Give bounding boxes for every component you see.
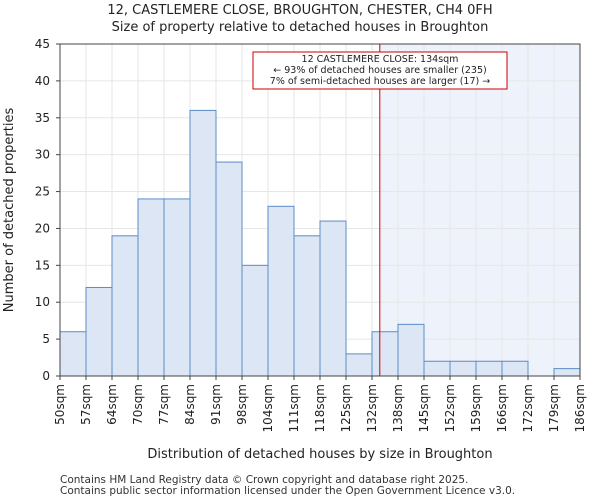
y-tick-label: 10 — [35, 295, 50, 309]
x-tick-label: 91sqm — [209, 384, 223, 425]
bar-84sqm — [189, 109, 217, 377]
annotation-line-3: 7% of semi-detached houses are larger (1… — [270, 76, 490, 87]
bar-111sqm — [293, 235, 321, 377]
y-tick-label: 30 — [35, 148, 50, 162]
bar-159sqm — [475, 360, 503, 377]
bar-70sqm — [137, 198, 165, 377]
y-tick-label: 5 — [42, 332, 50, 346]
highlight-region — [379, 44, 580, 376]
x-tick-label: 125sqm — [339, 384, 353, 432]
y-tick-label: 45 — [35, 37, 50, 51]
y-tick-label: 35 — [35, 111, 50, 125]
x-tick-label: 104sqm — [261, 384, 275, 432]
bar-118sqm — [319, 220, 347, 377]
bar-166sqm — [501, 360, 529, 377]
x-tick-label: 50sqm — [53, 384, 67, 425]
footer-line-2: Contains public sector information licen… — [60, 485, 516, 497]
x-tick-label: 70sqm — [131, 384, 145, 425]
x-axis-ticks: 50sqm 57sqm 64sqm 70sqm 77sqm 84sqm 91sqm 98sqm… — [53, 376, 587, 432]
y-tick-label: 20 — [35, 221, 50, 235]
y-axis-label: Number of detached properties — [2, 108, 17, 313]
x-tick-label: 57sqm — [79, 384, 93, 425]
bar-77sqm — [163, 198, 191, 377]
x-tick-label: 166sqm — [495, 384, 509, 432]
x-tick-label: 152sqm — [443, 384, 457, 432]
y-axis-ticks: 0 5 10 15 20 25 30 35 40 45 — [35, 37, 60, 383]
x-tick-label: 98sqm — [235, 384, 249, 425]
bar-145sqm — [423, 360, 451, 377]
annotation-line-1: 12 CASTLEMERE CLOSE: 134sqm — [302, 54, 459, 65]
x-tick-label: 138sqm — [391, 384, 405, 432]
x-tick-label: 77sqm — [157, 384, 171, 425]
bar-125sqm — [345, 353, 373, 377]
bar-104sqm — [267, 205, 295, 377]
bars — [59, 109, 581, 377]
y-tick-label: 15 — [35, 258, 50, 272]
annotation-box: 12 CASTLEMERE CLOSE: 134sqm ← 93% of det… — [252, 51, 508, 90]
chart-subtitle: Size of property relative to detached ho… — [111, 20, 489, 35]
x-tick-label: 111sqm — [287, 384, 301, 432]
bar-50sqm — [59, 331, 87, 377]
bar-91sqm — [215, 161, 243, 377]
x-tick-label: 172sqm — [521, 384, 535, 432]
y-tick-label: 40 — [35, 74, 50, 88]
x-tick-label: 145sqm — [417, 384, 431, 432]
x-tick-label: 159sqm — [469, 384, 483, 432]
x-tick-label: 118sqm — [313, 384, 327, 432]
annotation-line-2: ← 93% of detached houses are smaller (23… — [273, 65, 486, 76]
x-tick-label: 64sqm — [105, 384, 119, 425]
x-tick-label: 84sqm — [183, 384, 197, 425]
bar-132sqm — [371, 331, 399, 377]
y-tick-label: 0 — [42, 369, 50, 383]
x-tick-label: 132sqm — [365, 384, 379, 432]
annotation-border — [252, 51, 508, 90]
x-axis-label: Distribution of detached houses by size … — [147, 447, 492, 462]
x-tick-label: 179sqm — [547, 384, 561, 432]
bar-138sqm — [397, 323, 425, 377]
bar-64sqm — [111, 235, 139, 377]
chart-svg: 12 CASTLEMERE CLOSE: 134sqm ← 93% of det… — [2, 37, 587, 462]
bar-152sqm — [449, 360, 477, 377]
bar-57sqm — [85, 286, 113, 377]
y-tick-label: 25 — [35, 185, 50, 199]
x-tick-label: 186sqm — [573, 384, 587, 432]
bar-98sqm — [241, 264, 269, 377]
footer-line-1: Contains HM Land Registry data © Crown c… — [60, 474, 469, 486]
chart-title: 12, CASTLEMERE CLOSE, BROUGHTON, CHESTER… — [107, 3, 493, 18]
bar-179sqm — [553, 368, 581, 377]
